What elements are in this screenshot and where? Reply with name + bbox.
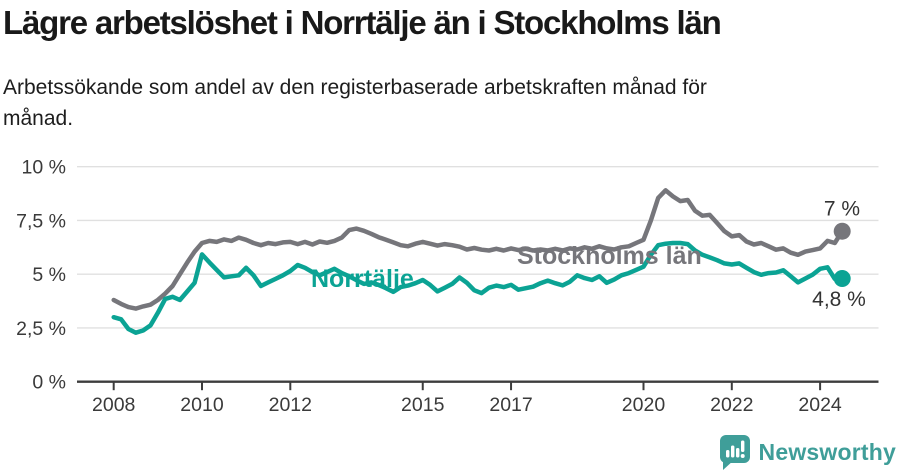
x-tick-label-2015: 2015 [401,394,445,416]
page-title: Lägre arbetslöshet i Norrtälje än i Stoc… [3,4,722,41]
end-value-label-stockholms-l-n: 7 % [824,198,860,221]
y-tick-label-2-5: 2,5 % [16,318,66,340]
series-endpoint-dot-norrt-lje [833,270,851,287]
newsworthy-logo-text: Newsworthy [758,439,896,465]
x-tick-label-2022: 2022 [710,394,753,416]
page-subtitle: Arbetssökande som andel av den registerb… [3,72,873,134]
series-line-stockholms-l-n [111,188,845,311]
newsworthy-logo: Newsworthy [719,434,896,471]
series-label-stockholms-l-n: Stockholms län [517,242,702,270]
y-tick-label-5: 5 % [32,264,66,286]
y-tick-label-7-5: 7,5 % [16,210,66,232]
series-endpoint-dot-stockholms-l-n [833,222,851,240]
x-tick-label-2008: 2008 [92,394,135,416]
y-tick-label-0: 0 % [32,372,66,394]
series-label-norrt-lje: Norrtälje [311,265,414,293]
y-tick-label-10: 10 % [22,157,66,179]
newsworthy-speech-bubble-bar-chart-icon [719,435,750,470]
x-tick-label-2020: 2020 [622,394,666,416]
subtitle-line-2: månad. [3,107,74,130]
x-tick-label-2024: 2024 [798,394,842,416]
x-tick-label-2010: 2010 [180,394,224,416]
series-line-norrt-lje [111,240,845,335]
x-tick-label-2017: 2017 [489,394,532,416]
end-value-label-norrt-lje: 4,8 % [812,288,866,311]
x-tick-label-2012: 2012 [269,394,312,416]
subtitle-line-1: Arbetssökande som andel av den registerb… [3,76,707,99]
